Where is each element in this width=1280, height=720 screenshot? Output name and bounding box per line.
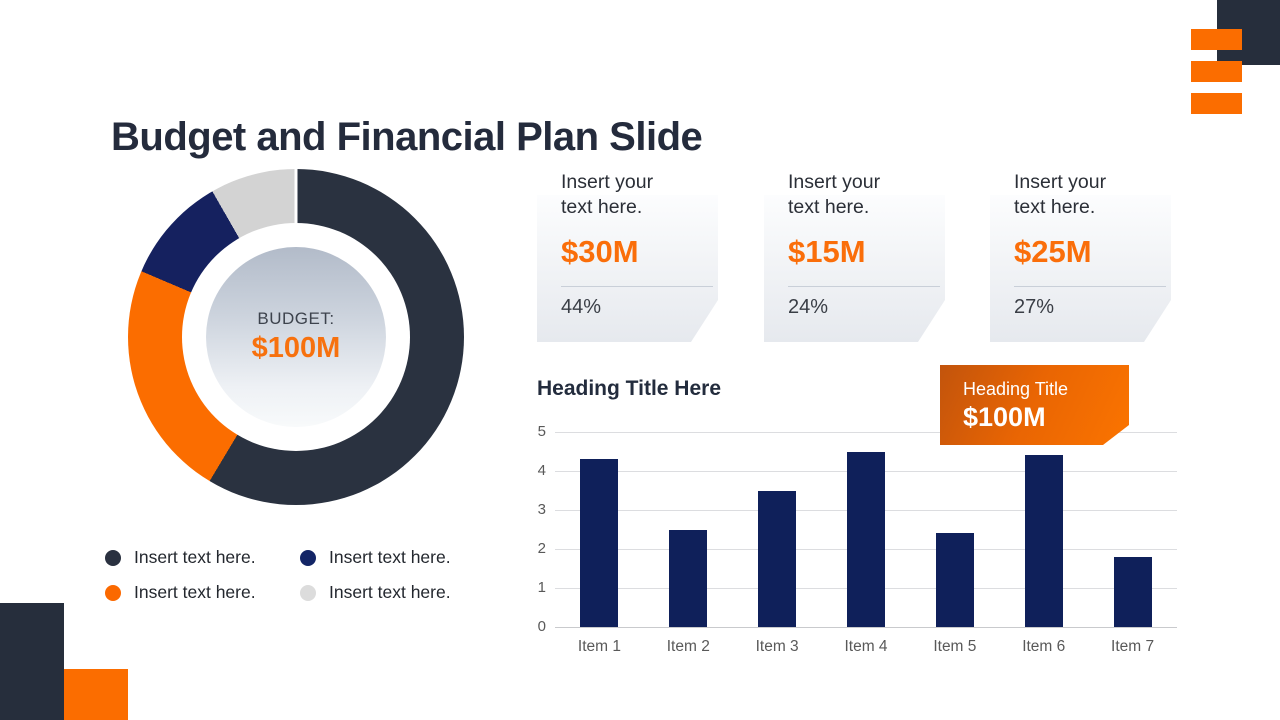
legend-item: Insert text here.	[300, 547, 495, 568]
budget-label: BUDGET:	[257, 309, 335, 328]
x-axis-category-label: Item 2	[666, 638, 710, 655]
x-axis-category-label: Item 6	[1022, 638, 1066, 655]
legend-dot-navy	[300, 549, 316, 566]
stat-card-percent: 24%	[788, 296, 829, 318]
legend-item: Insert text here.	[105, 582, 300, 603]
x-axis-category-label: Item 4	[844, 638, 888, 655]
legend-dot-orange	[105, 584, 121, 601]
stat-card-percent: 44%	[561, 296, 602, 318]
bar-chart-plot-area	[555, 432, 1177, 628]
stat-card-content: Insert your text here. $30M	[561, 170, 712, 269]
stat-card-value: $30M	[561, 234, 639, 269]
y-axis-tick-label: 5	[537, 423, 546, 440]
legend-dot-gray	[300, 584, 316, 601]
legend-dot-charcoal	[105, 549, 121, 566]
x-axis-category-label: Item 5	[933, 638, 977, 655]
bar-chart-y-axis: 5 4 3 2 1 0	[512, 423, 546, 635]
x-axis-category-label: Item 7	[1111, 638, 1155, 655]
stat-card-divider	[788, 286, 940, 287]
bar	[1113, 556, 1152, 627]
bar-slot	[1088, 432, 1177, 627]
bar-slot	[555, 432, 644, 627]
stat-card-background	[990, 195, 1171, 342]
stat-card-background	[537, 195, 718, 342]
x-axis-category-label: Item 1	[577, 638, 621, 655]
y-axis-tick-label: 4	[537, 462, 546, 479]
legend-item: Insert text here.	[105, 547, 300, 568]
stat-card-divider	[561, 286, 713, 287]
corner-decoration-square	[64, 669, 128, 720]
bar	[847, 451, 885, 627]
y-axis-tick-label: 1	[537, 579, 546, 596]
stat-card-value: $15M	[788, 234, 866, 269]
stat-card-divider	[1014, 286, 1166, 287]
callout-value: $100M	[963, 402, 1046, 432]
bar	[580, 459, 619, 627]
bar-chart-bars	[555, 432, 1177, 627]
stat-card-label: Insert your text here.	[1014, 171, 1107, 218]
gridline	[555, 432, 1177, 433]
bar-chart-title: Heading Title Here	[537, 377, 721, 400]
bar-slot	[733, 432, 822, 627]
legend-label: Insert text here.	[329, 582, 451, 602]
stat-card: Insert your text here. $30M 44%	[537, 170, 718, 342]
stat-card: Insert your text here. $15M 24%	[764, 170, 945, 342]
donut-seam	[294, 168, 298, 225]
stat-card-content: Insert your text here. $15M	[788, 170, 939, 269]
gridline	[555, 627, 1177, 628]
callout-label: Heading Title	[963, 379, 1069, 399]
donut-center-badge: BUDGET: $100M	[206, 247, 386, 427]
legend-item: Insert text here.	[300, 582, 495, 603]
budget-value: $100M	[251, 332, 341, 364]
corner-decoration-bar	[1191, 29, 1242, 50]
chart-callout-badge: Heading Title $100M	[940, 365, 1129, 445]
bar	[758, 490, 797, 627]
legend-label: Insert text here.	[134, 582, 256, 602]
y-axis-tick-label: 2	[537, 540, 546, 557]
budget-donut-chart: BUDGET: $100M	[128, 168, 464, 505]
stat-card: Insert your text here. $25M 27%	[990, 170, 1171, 342]
donut-legend: Insert text here. Insert text here. Inse…	[105, 540, 495, 610]
y-axis-tick-label: 3	[537, 501, 546, 518]
y-axis-tick-label: 0	[537, 618, 546, 635]
bar-chart-x-axis: Item 1 Item 2 Item 3 Item 4 Item 5 Item 6 Item…	[555, 638, 1177, 656]
bar-slot	[644, 432, 733, 627]
bar	[935, 533, 974, 627]
corner-decoration-bar	[1191, 93, 1242, 114]
legend-label: Insert text here.	[134, 547, 256, 567]
stat-card-label: Insert your text here.	[788, 171, 881, 218]
stat-card-content: Insert your text here. $25M	[1014, 170, 1165, 269]
x-axis-category-label: Item 3	[755, 638, 799, 655]
legend-label: Insert text here.	[329, 547, 451, 567]
bar-slot	[910, 432, 999, 627]
stat-card-value: $25M	[1014, 234, 1092, 269]
bar	[1024, 455, 1063, 627]
corner-decoration-square	[0, 603, 64, 720]
stat-card-percent: 27%	[1014, 296, 1055, 318]
stat-card-background	[764, 195, 945, 342]
corner-decoration-bar	[1191, 61, 1242, 82]
bar-slot	[822, 432, 911, 627]
slide-title: Budget and Financial Plan Slide	[111, 114, 703, 159]
stat-card-label: Insert your text here.	[561, 171, 654, 218]
bar-slot	[999, 432, 1088, 627]
bar	[669, 529, 708, 627]
